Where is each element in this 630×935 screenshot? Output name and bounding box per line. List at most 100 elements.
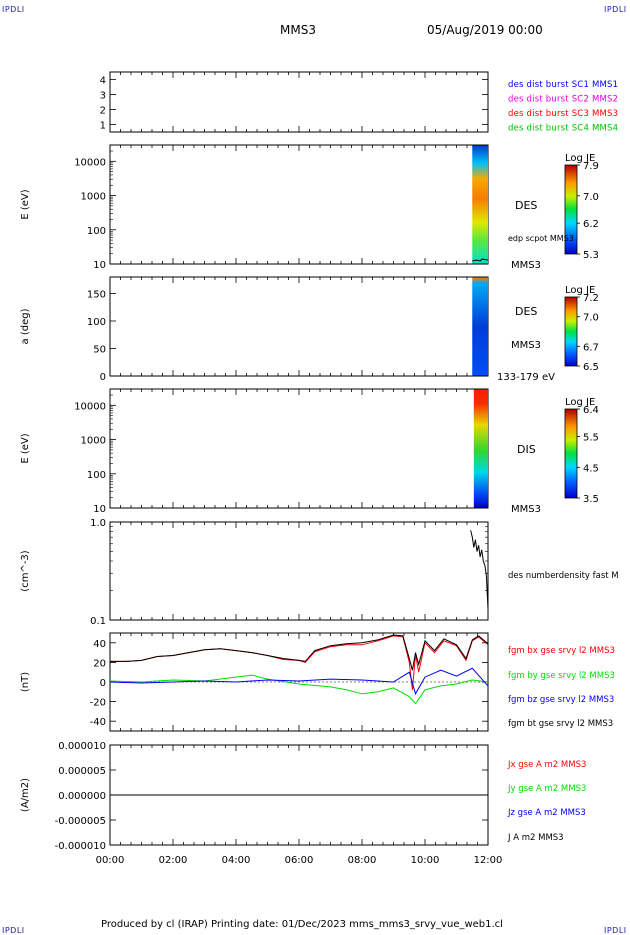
- y-tick-label: 100: [87, 470, 106, 481]
- y-tick-label: 10: [93, 504, 106, 515]
- colorbar-tick-label: 7.0: [583, 192, 599, 203]
- legend-by: fgm by gse srvy l2 MMS3: [508, 671, 615, 681]
- time-tick-label: 08:00: [348, 855, 377, 866]
- y-tick-label: 20: [93, 658, 106, 669]
- time-tick-label: 02:00: [159, 855, 188, 866]
- time-tick-label: 00:00: [96, 855, 125, 866]
- colorbar: [564, 296, 578, 367]
- panel-label-dis: DIS: [517, 443, 536, 456]
- y-tick-label: 50: [93, 345, 106, 356]
- y-tick-label: 1.0: [90, 518, 106, 529]
- y-tick-label: 3: [100, 91, 106, 102]
- y-axis-label: (nT): [20, 672, 31, 692]
- energy-range-label: 133-179 eV: [497, 372, 555, 383]
- panel-frame-des-pitch-angle: [109, 276, 489, 377]
- legend-jx: Jx gse A m2 MMS3: [507, 760, 586, 770]
- colorbar: [564, 164, 578, 255]
- time-tick-label: 04:00: [222, 855, 251, 866]
- colorbar-tick-label: 6.2: [583, 219, 599, 230]
- dis-energy-spectrogram-fill: [473, 389, 488, 508]
- legend-bz: fgm bz gse srvy l2 MMS3: [508, 695, 614, 705]
- panel-label-des: DES: [515, 199, 537, 212]
- legend-j: J A m2 MMS3: [507, 833, 564, 843]
- corner-logo-bottom-left: IPDLI: [2, 926, 25, 935]
- scpot-trace: [472, 258, 489, 262]
- y-tick-label: 100: [87, 317, 106, 328]
- y-axis-label: (cm^-3): [20, 550, 31, 591]
- colorbar-tick-label: 5.3: [583, 250, 599, 261]
- legend-burst-sc3: des dist burst SC3 MMS3: [508, 109, 618, 119]
- y-tick-label: 1000: [81, 436, 106, 447]
- colorbar: [564, 408, 578, 499]
- legend-bt: fgm bt gse srvy l2 MMS3: [508, 719, 613, 729]
- colorbar-tick-label: 6.7: [583, 342, 599, 353]
- time-tick-label: 10:00: [411, 855, 440, 866]
- y-tick-label: -0.000010: [55, 841, 106, 852]
- colorbar-title: Log JE: [565, 397, 595, 408]
- overlay-label-scpot: edp scpot MMS3: [508, 234, 574, 243]
- y-tick-label: 0: [100, 372, 106, 383]
- legend-bx: fgm bx gse srvy l2 MMS3: [508, 646, 615, 656]
- y-tick-label: -40: [90, 717, 106, 728]
- colorbar-tick-label: 7.0: [583, 313, 599, 324]
- spacecraft-label: MMS3: [511, 504, 541, 515]
- panel-frame-des-energy-spectrogram: [109, 144, 489, 265]
- des-pitch-angle-fill: [472, 277, 488, 376]
- legend-jy: Jy gse A m2 MMS3: [507, 784, 586, 794]
- y-axis-label: E (eV): [20, 189, 31, 219]
- panel-frame-burst-availability: [109, 71, 489, 133]
- y-tick-label: 40: [93, 639, 106, 650]
- colorbar-tick-label: 6.5: [583, 362, 599, 373]
- time-tick-label: 06:00: [285, 855, 314, 866]
- colorbar-tick-label: 7.2: [583, 293, 599, 304]
- footer-credit: Produced by cl (IRAP) Printing date: 01/…: [101, 919, 503, 930]
- panel-label-des-pitch: DES: [515, 305, 537, 318]
- y-tick-label: 4: [100, 76, 106, 87]
- legend-jz: Jz gse A m2 MMS3: [507, 808, 586, 818]
- y-tick-label: 0.1: [90, 616, 106, 627]
- panel-frame-density: [109, 521, 489, 621]
- legend-burst-sc2: des dist burst SC2 MMS2: [508, 95, 618, 105]
- colorbar-tick-label: 3.5: [583, 494, 599, 505]
- des-energy-spectrogram-fill: [472, 145, 488, 264]
- y-tick-label: 0.000005: [58, 766, 106, 777]
- corner-logo-top-right: IPDLI: [604, 5, 627, 14]
- corner-logo-bottom-right: IPDLI: [604, 926, 627, 935]
- y-tick-label: 100: [87, 226, 106, 237]
- colorbar-tick-label: 7.9: [583, 161, 599, 172]
- y-tick-label: 10000: [74, 157, 106, 168]
- y-tick-label: 10: [93, 260, 106, 271]
- y-tick-label: 150: [87, 290, 106, 301]
- corner-logo-top-left: IPDLI: [2, 5, 25, 14]
- y-tick-label: 0.000000: [58, 791, 106, 802]
- y-tick-label: 10000: [74, 401, 106, 412]
- date-title: 05/Aug/2019 00:00: [427, 23, 543, 37]
- y-tick-label: 0: [100, 678, 106, 689]
- y-axis-label: a (deg): [20, 308, 31, 344]
- y-tick-label: -20: [90, 698, 106, 709]
- colorbar-tick-label: 4.5: [583, 463, 599, 474]
- y-tick-label: -0.000005: [55, 816, 106, 827]
- spacecraft-label: MMS3: [511, 260, 541, 271]
- density-trace: [470, 530, 489, 609]
- bz-trace: [109, 667, 489, 696]
- y-axis-label: E (eV): [20, 433, 31, 463]
- y-tick-label: 0.000010: [58, 741, 106, 752]
- panel-frame-dis-energy-spectrogram: [109, 388, 489, 509]
- legend-burst-sc1: des dist burst SC1 MMS1: [508, 80, 618, 90]
- colorbar-title: Log JE: [565, 153, 595, 164]
- y-tick-label: 2: [100, 106, 106, 117]
- bt-trace: [110, 634, 489, 671]
- y-tick-label: 1000: [81, 192, 106, 203]
- colorbar-title: Log JE: [565, 285, 595, 296]
- spacecraft-label: MMS3: [511, 340, 541, 351]
- spacecraft-title: MMS3: [280, 23, 316, 37]
- y-axis-label: (A/m2): [20, 778, 31, 812]
- colorbar-tick-label: 5.5: [583, 433, 599, 444]
- legend-burst-sc4: des dist burst SC4 MMS4: [508, 124, 618, 134]
- y-tick-label: 1: [100, 121, 106, 132]
- legend-density: des numberdensity fast M: [508, 571, 619, 581]
- time-tick-label: 12:00: [474, 855, 503, 866]
- by-trace: [109, 674, 489, 705]
